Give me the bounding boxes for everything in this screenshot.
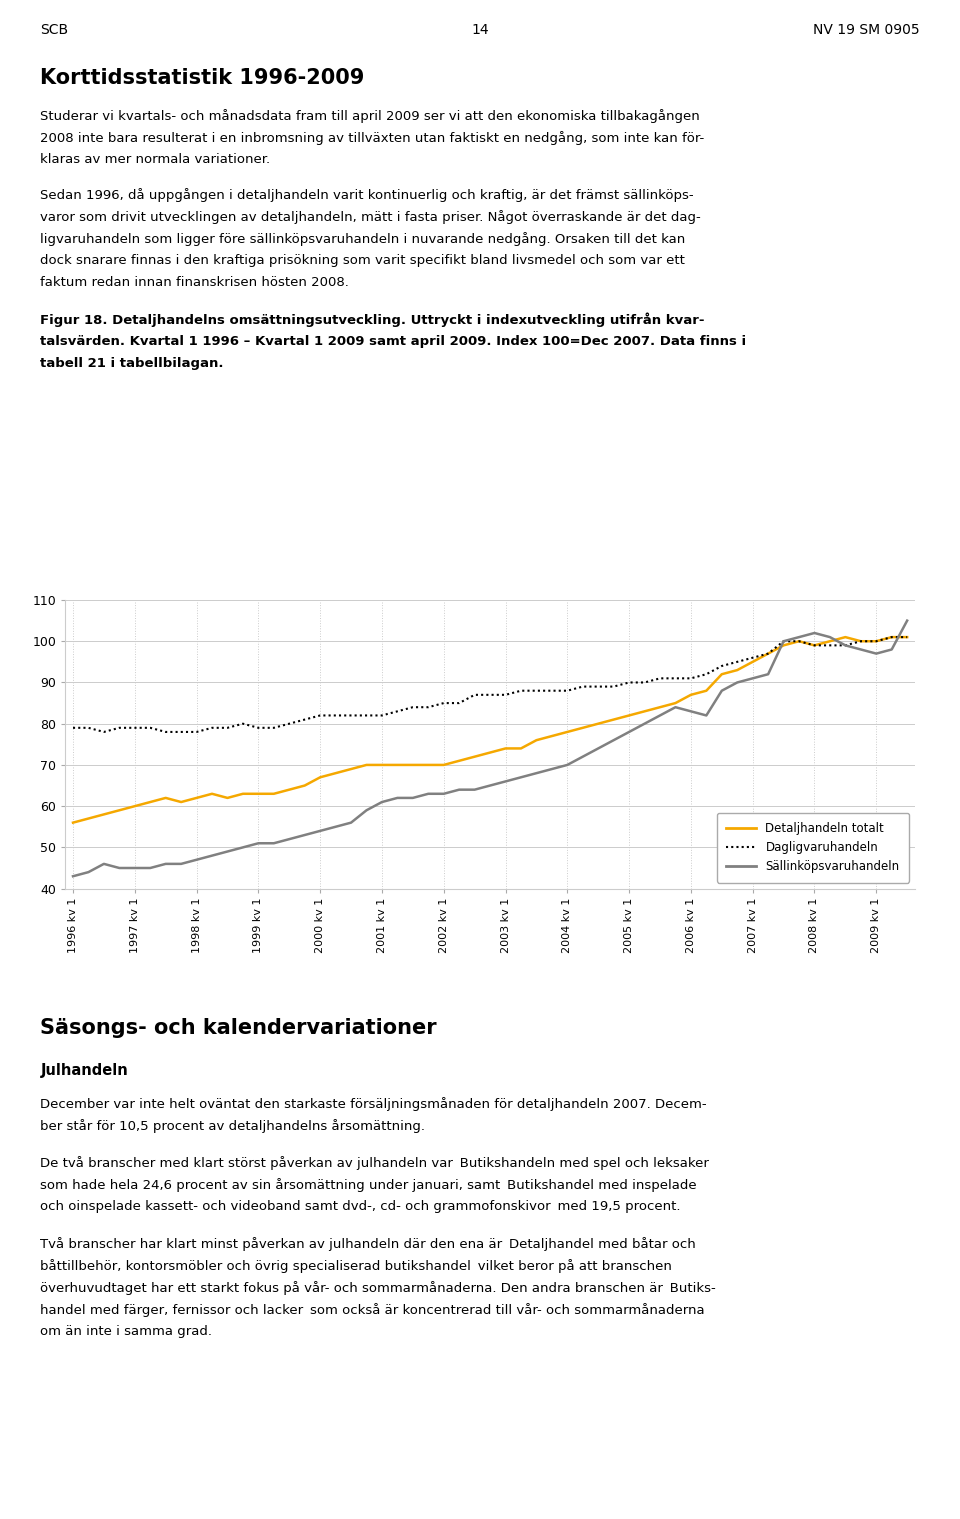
Text: Korttidsstatistik 1996-2009: Korttidsstatistik 1996-2009 <box>40 68 365 88</box>
Text: båttillbehör, kontorsmöbler och övrig specialiserad butikshandel  vilket beror p: båttillbehör, kontorsmöbler och övrig sp… <box>40 1259 672 1273</box>
Text: Två branscher har klart minst påverkan av julhandeln där den ena är  Detaljhande: Två branscher har klart minst påverkan a… <box>40 1236 696 1252</box>
Text: 14: 14 <box>471 23 489 36</box>
Text: De två branscher med klart störst påverkan av julhandeln var  Butikshandeln med : De två branscher med klart störst påverk… <box>40 1156 711 1170</box>
Text: som hade hela 24,6 procent av sin årsomättning under januari, samt  Butikshandel: som hade hela 24,6 procent av sin årsomä… <box>40 1179 697 1192</box>
Text: ber står för 10,5 procent av detaljhandelns årsomättning.: ber står för 10,5 procent av detaljhande… <box>40 1118 425 1133</box>
Text: överhuvudtaget har ett starkt fokus på vår- och sommarmånaderna. Den andra brans: överhuvudtaget har ett starkt fokus på v… <box>40 1282 716 1296</box>
Text: faktum redan innan finanskrisen hösten 2008.: faktum redan innan finanskrisen hösten 2… <box>40 275 349 289</box>
Text: handel med färger, fernissor och lacker  som också är koncentrerad till vår- och: handel med färger, fernissor och lacker … <box>40 1303 705 1317</box>
Text: tabell 21 i tabellbilagan.: tabell 21 i tabellbilagan. <box>40 357 224 371</box>
Legend: Detaljhandeln totalt, Dagligvaruhandeln, Sällinköpsvaruhandeln: Detaljhandeln totalt, Dagligvaruhandeln,… <box>717 813 909 883</box>
Text: om än inte i samma grad.: om än inte i samma grad. <box>40 1325 212 1338</box>
Text: NV 19 SM 0905: NV 19 SM 0905 <box>813 23 920 36</box>
Text: SCB: SCB <box>40 23 68 36</box>
Text: Figur 18. Detaljhandelns omsättningsutveckling. Uttryckt i indexutveckling utifr: Figur 18. Detaljhandelns omsättningsutve… <box>40 313 705 328</box>
Text: Julhandeln: Julhandeln <box>40 1063 128 1078</box>
Text: och oinspelade kassett- och videoband samt dvd-, cd- och grammofonskivor  med 19: och oinspelade kassett- och videoband sa… <box>40 1200 681 1214</box>
Text: Sedan 1996, då uppgången i detaljhandeln varit kontinuerlig och kraftig, är det : Sedan 1996, då uppgången i detaljhandeln… <box>40 187 694 202</box>
Text: December var inte helt oväntat den starkaste försäljningsmånaden för detaljhande: December var inte helt oväntat den stark… <box>40 1097 707 1110</box>
Text: klaras av mer normala variationer.: klaras av mer normala variationer. <box>40 153 271 167</box>
Text: varor som drivit utvecklingen av detaljhandeln, mätt i fasta priser. Något överr: varor som drivit utvecklingen av detaljh… <box>40 210 701 223</box>
Text: dock snarare finnas i den kraftiga prisökning som varit specifikt bland livsmede: dock snarare finnas i den kraftiga prisö… <box>40 254 685 267</box>
Text: ligvaruhandeln som ligger före sällinköpsvaruhandeln i nuvarande nedgång. Orsake: ligvaruhandeln som ligger före sällinköp… <box>40 231 685 246</box>
Text: Säsongs- och kalendervariationer: Säsongs- och kalendervariationer <box>40 1018 437 1037</box>
Text: 2008 inte bara resulterat i en inbromsning av tillväxten utan faktiskt en nedgån: 2008 inte bara resulterat i en inbromsni… <box>40 132 705 146</box>
Text: Studerar vi kvartals- och månadsdata fram till april 2009 ser vi att den ekonomi: Studerar vi kvartals- och månadsdata fra… <box>40 109 700 123</box>
Text: talsvärden. Kvartal 1 1996 – Kvartal 1 2009 samt april 2009. Index 100=Dec 2007.: talsvärden. Kvartal 1 1996 – Kvartal 1 2… <box>40 334 747 348</box>
